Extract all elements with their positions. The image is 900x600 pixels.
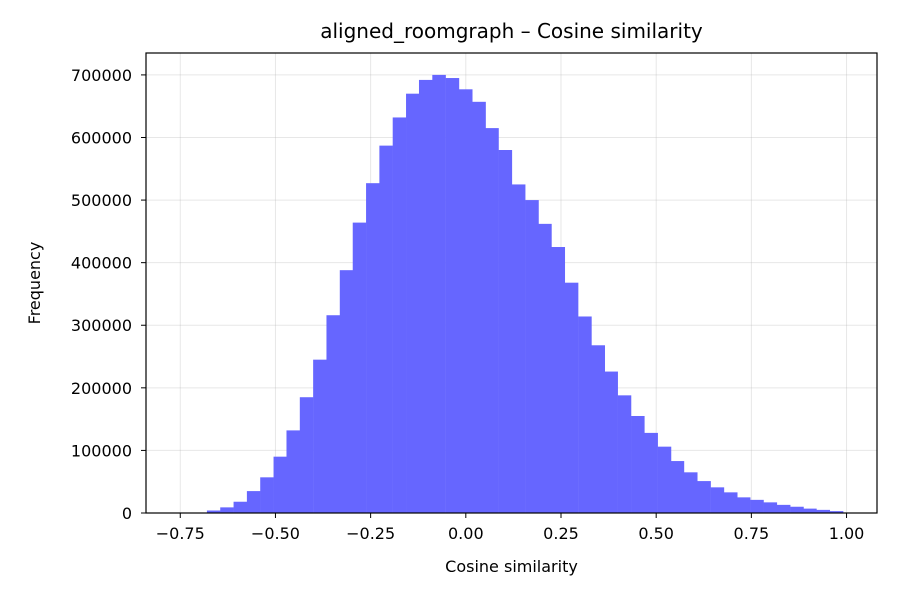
y-tick-label: 500000	[71, 191, 132, 210]
y-tick-label: 200000	[71, 379, 132, 398]
histogram-bar	[816, 509, 831, 513]
y-tick-label: 300000	[71, 316, 132, 335]
histogram-bar	[736, 497, 751, 513]
histogram-bar	[246, 491, 261, 513]
histogram-bar	[273, 456, 288, 513]
x-tick-label: 1.00	[829, 524, 865, 543]
histogram-bars	[206, 74, 844, 514]
histogram-bar	[723, 492, 738, 513]
histogram-bar	[406, 93, 420, 514]
y-tick-label: 400000	[71, 254, 132, 273]
y-tick-label: 0	[122, 504, 132, 523]
histogram-bar	[418, 79, 433, 514]
histogram-bar	[697, 481, 711, 513]
histogram-bar	[233, 501, 248, 513]
x-tick-label: 0.50	[638, 524, 674, 543]
histogram-bar	[617, 395, 632, 513]
axis-ticks: −0.75 −0.50 −0.25 0.00 0.25 0.50 0.75 1.00 0 1000…	[71, 66, 864, 543]
histogram-bar	[763, 502, 778, 513]
histogram-bar	[551, 247, 566, 513]
y-tick-label: 100000	[71, 441, 132, 460]
x-tick-label: 0.25	[543, 524, 579, 543]
histogram-bar	[352, 222, 367, 513]
histogram-bar	[392, 117, 407, 513]
histogram-bar	[538, 223, 552, 513]
histogram-bar	[445, 78, 460, 514]
x-tick-label: −0.50	[251, 524, 300, 543]
histogram-bar	[525, 200, 539, 513]
x-axis-title: Cosine similarity	[445, 557, 578, 576]
histogram-bar	[458, 89, 473, 513]
histogram-bar	[683, 472, 698, 513]
histogram-bar	[432, 74, 446, 514]
histogram-bar	[313, 359, 327, 513]
chart-title: aligned_roomgraph – Cosine similarity	[320, 19, 703, 43]
histogram-bar	[511, 184, 526, 513]
histogram-bar	[657, 446, 672, 513]
histogram-bar	[790, 506, 804, 513]
histogram-bar	[339, 270, 354, 513]
histogram-bar	[829, 511, 844, 513]
histogram-bar	[286, 430, 301, 513]
x-tick-label: 0.00	[448, 524, 484, 543]
histogram-bar	[631, 415, 645, 513]
x-tick-label: −0.75	[156, 524, 205, 543]
histogram-bar	[564, 282, 579, 513]
histogram-bar	[366, 183, 380, 513]
histogram-bar	[498, 150, 513, 513]
histogram-bar	[206, 510, 221, 513]
histogram-bar	[591, 345, 606, 513]
plot-frame	[145, 52, 878, 514]
histogram-bar	[299, 397, 314, 513]
x-tick-label: −0.25	[346, 524, 395, 543]
histogram-bar	[604, 371, 618, 513]
histogram-bar	[750, 499, 764, 513]
histogram-bar	[379, 145, 393, 513]
histogram-bar	[485, 128, 499, 513]
histogram-bar	[472, 101, 486, 513]
histogram-bar	[670, 461, 685, 513]
histogram-bar	[260, 477, 274, 513]
histogram-bar	[326, 315, 341, 513]
x-tick-label: 0.75	[734, 524, 770, 543]
histogram-bar	[220, 507, 234, 513]
histogram-bar	[578, 316, 592, 513]
histogram-bar	[710, 487, 725, 513]
histogram-bar	[644, 432, 658, 513]
y-axis-title: Frequency	[25, 242, 44, 325]
histogram-bar	[803, 508, 817, 513]
histogram-bar	[776, 504, 791, 513]
y-tick-label: 700000	[71, 66, 132, 85]
y-tick-label: 600000	[71, 128, 132, 147]
